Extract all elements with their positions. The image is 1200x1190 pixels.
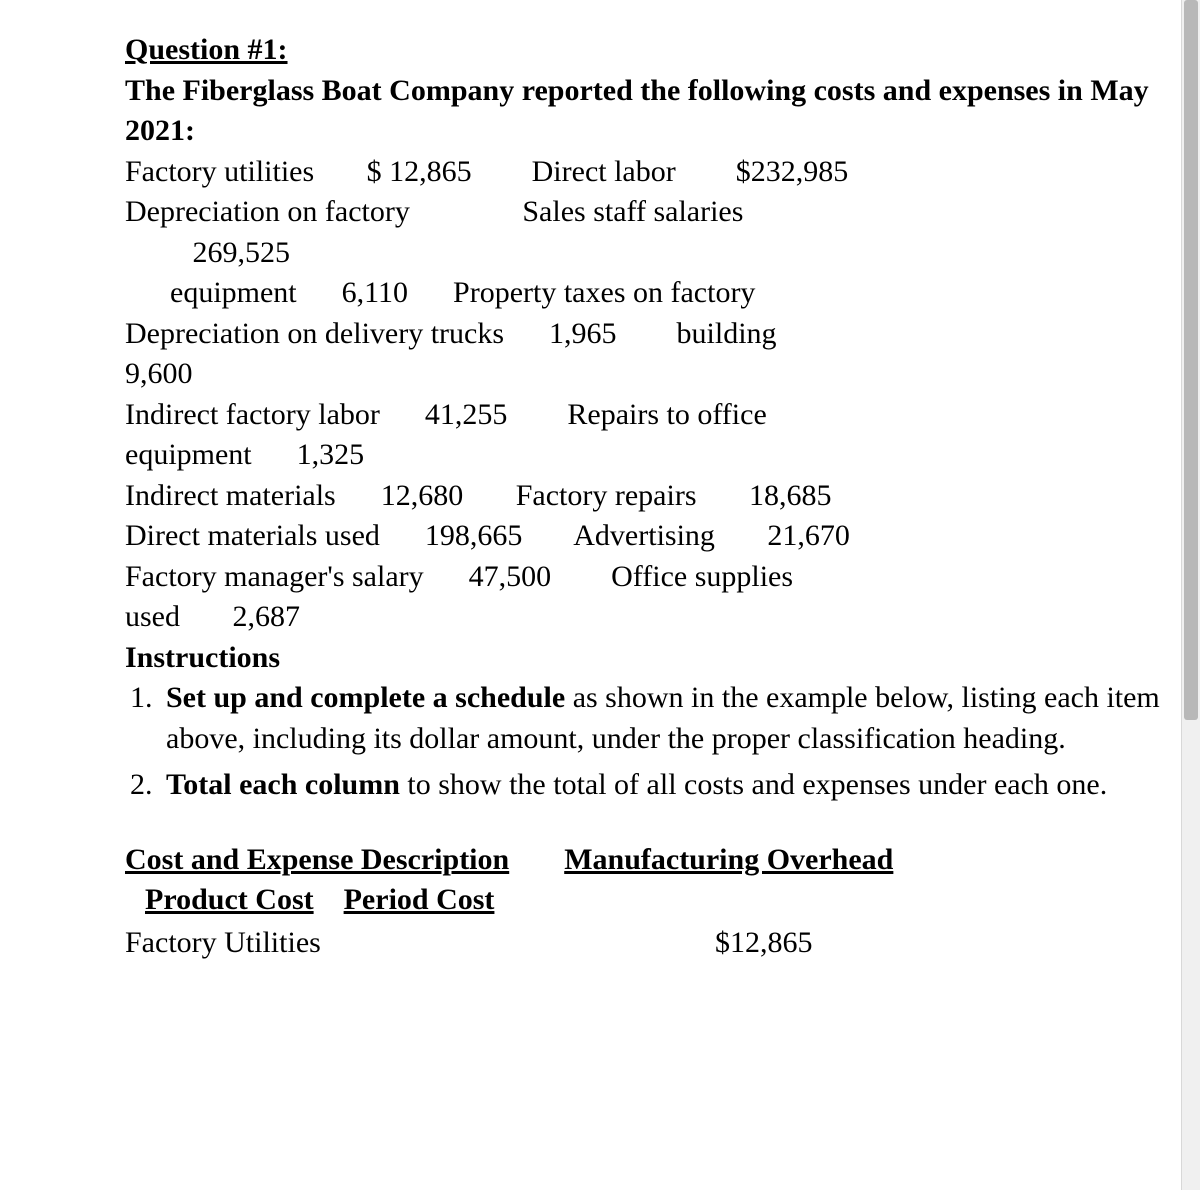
instructions-heading: Instructions: [125, 638, 1160, 679]
schedule-col-product-cost: Product Cost: [145, 880, 314, 921]
schedule-col-description: Cost and Expense Description: [125, 840, 509, 881]
data-line-11: Factory manager's salary 47,500 Office s…: [125, 557, 1160, 598]
schedule-col-mfg-overhead: Manufacturing Overhead: [564, 840, 893, 881]
data-line-2: Depreciation on factory Sales staff sala…: [125, 192, 1160, 233]
example-value: $12,865: [715, 923, 813, 964]
scrollbar-thumb[interactable]: [1184, 0, 1198, 720]
question-heading: Question #1:: [125, 30, 1160, 71]
schedule-example-row: Factory Utilities $12,865: [125, 923, 1160, 964]
data-line-12: used 2,687: [125, 597, 1160, 638]
data-line-5: Depreciation on delivery trucks 1,965 bu…: [125, 314, 1160, 355]
instruction-item-1: Set up and complete a schedule as shown …: [160, 678, 1160, 759]
instruction-item-2: Total each column to show the total of a…: [160, 765, 1160, 806]
data-line-8: equipment 1,325: [125, 435, 1160, 476]
schedule-header-row-2: Product Cost Period Cost: [125, 880, 1160, 921]
data-line-3: 269,525: [125, 233, 1160, 274]
data-line-10: Direct materials used 198,665 Advertisin…: [125, 516, 1160, 557]
data-line-7: Indirect factory labor 41,255 Repairs to…: [125, 395, 1160, 436]
data-line-1: Factory utilities $ 12,865 Direct labor …: [125, 152, 1160, 193]
example-label: Factory Utilities: [125, 923, 715, 964]
schedule-col-period-cost: Period Cost: [344, 880, 495, 921]
question-intro: The Fiberglass Boat Company reported the…: [125, 71, 1160, 152]
data-line-4: equipment 6,110 Property taxes on factor…: [125, 273, 1160, 314]
vertical-scrollbar[interactable]: [1181, 0, 1200, 1190]
schedule-header-row-1: Cost and Expense Description Manufacturi…: [125, 840, 1160, 881]
data-line-9: Indirect materials 12,680 Factory repair…: [125, 476, 1160, 517]
document-page: Question #1: The Fiberglass Boat Company…: [0, 0, 1200, 1190]
data-line-6: 9,600: [125, 354, 1160, 395]
instructions-list: Set up and complete a schedule as shown …: [125, 678, 1160, 806]
